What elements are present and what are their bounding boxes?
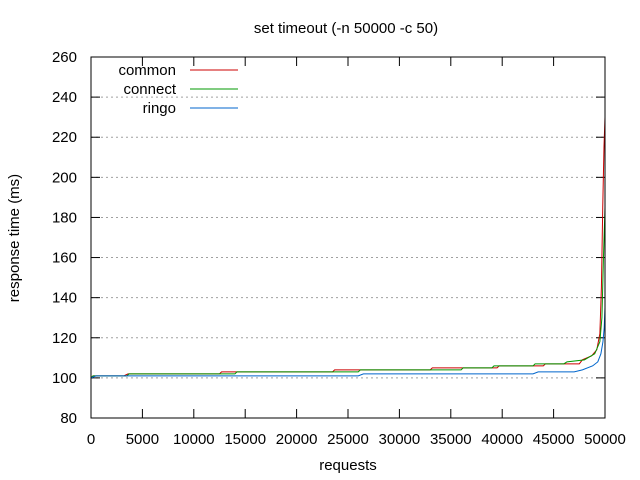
x-tick-label: 25000 [327,431,369,448]
y-tick-label: 200 [52,169,77,186]
axis-ticks: 80 100 120 140 160 180 200 220 240 260 0 5000 10000 1… [52,49,626,448]
x-tick-label: 50000 [584,431,626,448]
legend: common connect ringo [118,62,238,117]
legend-label-connect: connect [123,81,176,98]
y-tick-label: 80 [60,410,77,427]
x-tick-label: 5000 [126,431,159,448]
x-tick-label: 40000 [481,431,523,448]
y-tick-label: 120 [52,330,77,347]
x-tick-label: 10000 [173,431,215,448]
x-tick-label: 20000 [276,431,318,448]
legend-label-common: common [118,62,176,79]
grid-lines [91,96,605,379]
series-layer [90,117,606,379]
plot-border [90,56,606,419]
x-tick-label: 0 [87,431,95,448]
y-tick-label: 100 [52,370,77,387]
y-tick-label: 140 [52,290,77,307]
legend-label-ringo: ringo [143,100,176,117]
x-axis-label: requests [319,457,377,474]
y-tick-label: 160 [52,250,77,267]
y-tick-label: 180 [52,209,77,226]
y-tick-label: 260 [52,49,77,66]
x-tick-label: 45000 [533,431,575,448]
x-tick-label: 35000 [430,431,472,448]
series-line-common [90,117,606,379]
y-axis-label: response time (ms) [6,174,23,302]
x-tick-label: 30000 [379,431,421,448]
chart-title: set timeout (-n 50000 -c 50) [254,20,438,37]
y-tick-label: 220 [52,129,77,146]
series-line-ringo [90,307,606,379]
x-tick-label: 15000 [224,431,266,448]
series-line-connect [90,207,606,379]
y-tick-label: 240 [52,89,77,106]
